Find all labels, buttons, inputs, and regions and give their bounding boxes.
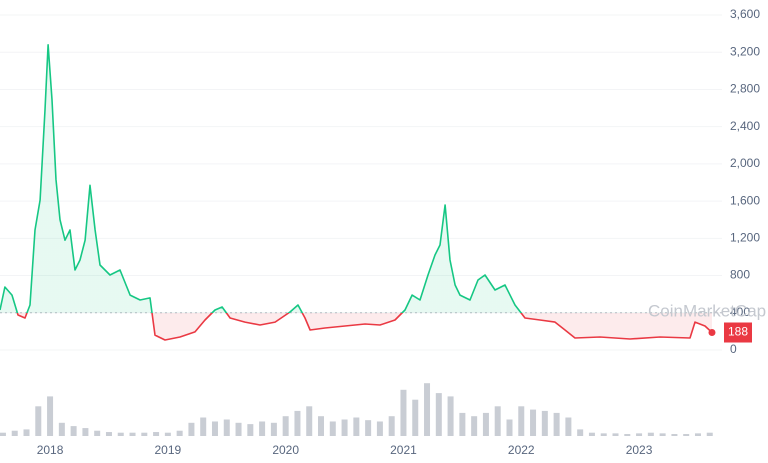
volume-bar bbox=[247, 424, 254, 436]
volume-bar bbox=[329, 421, 336, 436]
volume-bar bbox=[624, 434, 631, 436]
volume-bar bbox=[530, 409, 537, 436]
volume-bar bbox=[259, 421, 266, 436]
volume-bar bbox=[11, 430, 18, 436]
y-tick-label: 1,600 bbox=[730, 193, 760, 207]
volume-bar bbox=[636, 433, 643, 436]
y-tick-label: 3,200 bbox=[730, 44, 760, 58]
volume-bar bbox=[23, 429, 30, 436]
volume-bar bbox=[47, 396, 54, 436]
volume-bar bbox=[694, 433, 701, 436]
volume-bar bbox=[270, 422, 277, 436]
volume-bar bbox=[518, 406, 525, 436]
volume-bar bbox=[376, 421, 383, 436]
volume-bar bbox=[153, 432, 160, 436]
volume-bar bbox=[318, 416, 325, 436]
volume-bar bbox=[671, 434, 678, 436]
volume-bar bbox=[424, 383, 431, 436]
last-point bbox=[708, 329, 716, 337]
volume-bar bbox=[341, 419, 348, 436]
volume-bar bbox=[412, 399, 419, 436]
volume-bar bbox=[282, 416, 289, 436]
y-tick-label: 2,000 bbox=[730, 156, 760, 170]
volume-bar bbox=[58, 422, 65, 436]
price-tag bbox=[724, 322, 752, 343]
volume-bar bbox=[577, 429, 584, 436]
volume-bar bbox=[647, 432, 654, 436]
volume-bar bbox=[506, 419, 513, 436]
volume-bar bbox=[211, 421, 218, 436]
volume-bar bbox=[70, 426, 77, 436]
volume-bar bbox=[565, 417, 572, 436]
y-tick-label: 2,800 bbox=[730, 82, 760, 96]
volume-bar bbox=[294, 410, 301, 436]
y-tick-label: 2,400 bbox=[730, 119, 760, 133]
volume-bar bbox=[600, 433, 607, 436]
x-tick-label: 2020 bbox=[272, 443, 299, 457]
volume-bar bbox=[541, 410, 548, 436]
volume-bar bbox=[94, 430, 101, 436]
volume-bar bbox=[400, 389, 407, 436]
volume-bar bbox=[482, 412, 489, 436]
volume-bar bbox=[388, 416, 395, 436]
volume-bar bbox=[176, 430, 183, 436]
volume-bar bbox=[164, 432, 171, 436]
volume-bar bbox=[706, 432, 713, 436]
y-tick-label: 800 bbox=[730, 268, 750, 282]
volume-bar bbox=[471, 416, 478, 436]
y-tick-label: 1,200 bbox=[730, 231, 760, 245]
volume-bar bbox=[494, 406, 501, 436]
volume-bar bbox=[105, 432, 112, 436]
volume-bar bbox=[659, 433, 666, 436]
volume-bar bbox=[553, 412, 560, 436]
volume-bar bbox=[353, 417, 360, 436]
volume-bar bbox=[35, 406, 42, 436]
x-tick-label: 2023 bbox=[626, 443, 653, 457]
x-tick-label: 2018 bbox=[37, 443, 64, 457]
x-tick-label: 2022 bbox=[508, 443, 535, 457]
x-tick-label: 2019 bbox=[155, 443, 182, 457]
volume-bar bbox=[435, 393, 442, 436]
volume-bar bbox=[223, 419, 230, 436]
volume-bar bbox=[447, 396, 454, 436]
volume-bar bbox=[141, 432, 148, 436]
volume-bar bbox=[459, 412, 466, 436]
y-tick-label: 0 bbox=[730, 342, 737, 356]
volume-bar bbox=[129, 432, 136, 436]
volume-bar bbox=[117, 432, 124, 436]
volume-bar bbox=[683, 434, 690, 436]
volume-bar bbox=[235, 422, 242, 436]
area bbox=[0, 44, 712, 341]
volume-bar bbox=[306, 406, 313, 436]
volume-bar bbox=[588, 432, 595, 436]
volume-bar bbox=[200, 417, 207, 436]
volume-bar bbox=[188, 422, 195, 436]
y-tick-label: 3,600 bbox=[730, 7, 760, 21]
volume-bar bbox=[82, 428, 89, 436]
watermark: CoinMarketCap bbox=[648, 301, 766, 320]
price-tag-label: 188 bbox=[728, 325, 748, 339]
volume-bar bbox=[365, 420, 372, 436]
volume-bar bbox=[612, 433, 619, 436]
line bbox=[0, 44, 713, 341]
y-tick-label: 400 bbox=[730, 305, 750, 319]
volume-bar bbox=[0, 432, 6, 436]
x-tick-label: 2021 bbox=[390, 443, 417, 457]
